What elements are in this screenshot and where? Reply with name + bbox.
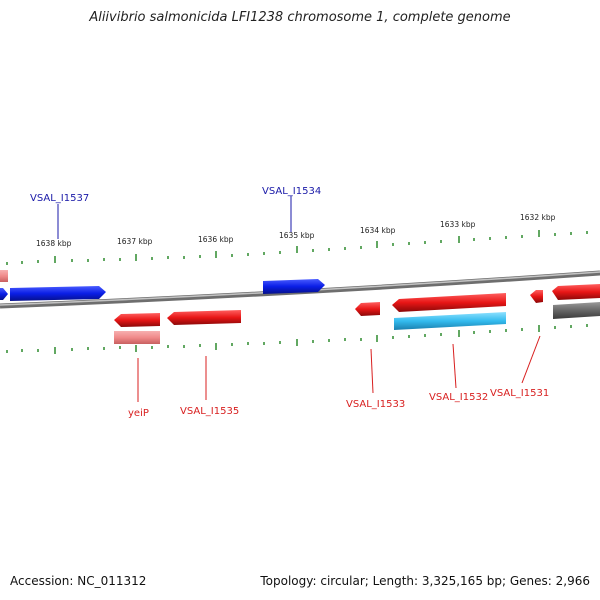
gene-vsal-i1531[interactable]	[530, 290, 543, 303]
scale-label-1636: 1636 kbp	[198, 235, 234, 244]
label-vsal-i1537[interactable]: VSAL_I1537	[30, 193, 89, 204]
gene-vsal-i1532-rna[interactable]	[394, 312, 506, 330]
label-vsal-i1534[interactable]: VSAL_I1534	[262, 186, 321, 197]
scale-label-1638: 1638 kbp	[36, 239, 72, 248]
label-yeip[interactable]: yeiP	[128, 408, 149, 419]
scale-label-1633: 1633 kbp	[440, 220, 476, 229]
gene-vsal-i1535[interactable]	[167, 310, 241, 325]
gene-yeip[interactable]	[114, 313, 160, 327]
inner-scale-ticks	[6, 324, 588, 354]
genome-title: Aliivibrio salmonicida LFI1238 chromosom…	[89, 10, 511, 25]
gene-vsal-i1532[interactable]	[392, 293, 506, 312]
gene-vsal-i1534[interactable]	[263, 279, 325, 294]
genome-summary-text: Topology: circular; Length: 3,325,165 bp…	[260, 574, 590, 588]
minus-label-leaders	[137, 335, 541, 402]
gene-yeip-pseudo[interactable]	[114, 331, 160, 344]
gene-minus-partial-right[interactable]	[552, 284, 600, 300]
plus-label-leaders	[57, 196, 292, 239]
label-vsal-i1533[interactable]: VSAL_I1533	[346, 399, 405, 410]
scale-label-1632: 1632 kbp	[520, 213, 556, 222]
label-vsal-i1532[interactable]: VSAL_I1532	[429, 392, 488, 403]
label-vsal-i1531[interactable]: VSAL_I1531	[490, 388, 549, 399]
gene-plus-partial-left[interactable]	[0, 288, 8, 300]
label-vsal-i1535[interactable]: VSAL_I1535	[180, 406, 239, 417]
gene-labels: VSAL_I1537 VSAL_I1534 yeiP VSAL_I1535 VS…	[30, 186, 549, 419]
gene-pseudo-plus-partial[interactable]	[0, 270, 8, 282]
minus-strand-genes	[114, 284, 600, 344]
plus-strand-genes	[0, 270, 325, 301]
gene-vsal-i1537[interactable]	[10, 286, 106, 301]
outer-scale-ticks	[6, 230, 588, 265]
scale-label-1634: 1634 kbp	[360, 226, 396, 235]
gene-vsal-i1533[interactable]	[355, 302, 380, 316]
scale-labels: 1638 kbp 1637 kbp 1636 kbp 1635 kbp 1634…	[36, 213, 556, 248]
scale-label-1637: 1637 kbp	[117, 237, 153, 246]
gene-other-partial-right[interactable]	[553, 302, 600, 319]
scale-label-1635: 1635 kbp	[279, 231, 315, 240]
accession-text: Accession: NC_011312	[10, 574, 147, 588]
